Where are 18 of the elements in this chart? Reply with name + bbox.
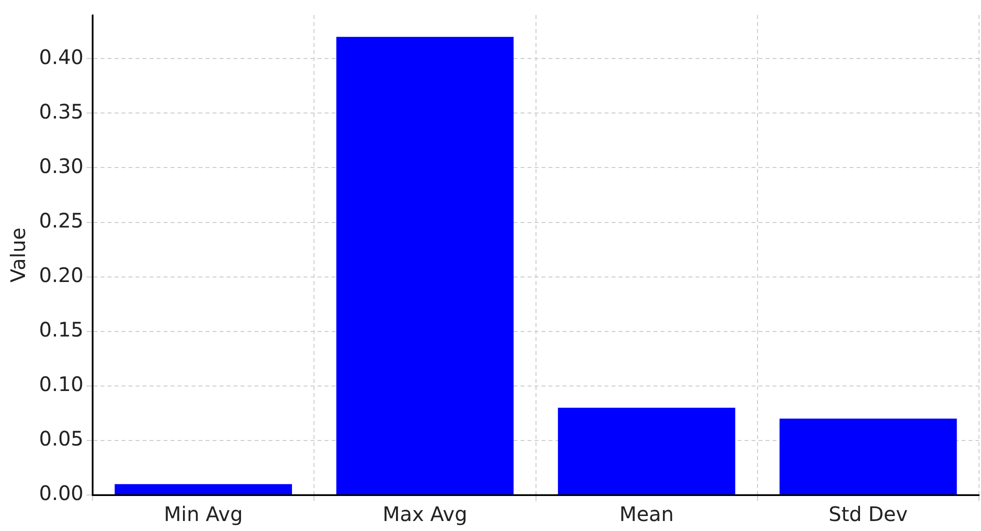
y-tick-label: 0.30 — [39, 154, 84, 178]
y-tick-label: 0.25 — [39, 208, 84, 232]
bar — [558, 408, 736, 494]
y-tick-label: 0.40 — [39, 44, 84, 69]
y-tick-label: 0.00 — [39, 481, 84, 506]
x-tick-label: Std Dev — [828, 502, 908, 526]
x-tick-label: Min Avg — [164, 502, 243, 526]
y-tick-label: 0.05 — [39, 426, 84, 451]
bar — [336, 36, 514, 494]
y-axis-title: Value — [6, 228, 30, 282]
y-tick-label: 0.35 — [39, 99, 84, 124]
x-tick-label: Max Avg — [382, 502, 468, 526]
x-tick-label: Mean — [619, 502, 674, 526]
y-tick-label: 0.20 — [39, 263, 84, 288]
y-tick-label: 0.15 — [39, 318, 84, 342]
y-tick-label: 0.10 — [39, 372, 84, 396]
bar — [114, 484, 292, 494]
bar — [780, 418, 957, 494]
